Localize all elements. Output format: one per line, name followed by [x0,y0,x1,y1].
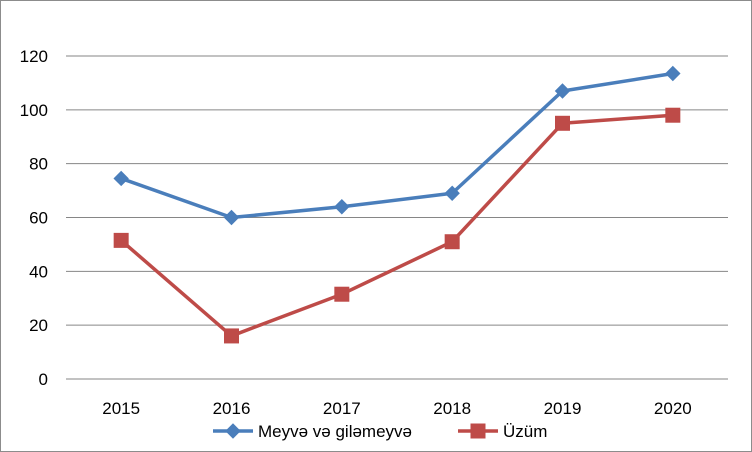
data-point-marker [223,209,240,226]
x-tick-label: 2016 [213,399,251,418]
legend-marker [225,423,241,439]
x-tick-label: 2018 [433,399,471,418]
y-axis-ticks: 0 20 40 60 80 100 120 [20,47,48,389]
x-tick-label: 2020 [654,399,692,418]
series-group [113,65,681,344]
y-tick-label: 0 [39,370,48,389]
legend: Meyvə və giləmeyvə Üzüm [213,422,547,441]
x-tick-label: 2015 [102,399,140,418]
y-tick-label: 40 [29,262,48,281]
data-point-marker [444,185,460,201]
series-line [119,71,675,220]
legend-item: Meyvə və giləmeyvə [213,422,412,441]
data-point-marker [444,234,460,250]
series [113,65,681,226]
data-point-marker [334,286,350,302]
data-point-marker [334,199,350,215]
legend-label: Üzüm [503,422,547,441]
x-tick-label: 2019 [544,399,582,418]
y-tick-label: 20 [29,316,48,335]
y-tick-label: 60 [29,209,48,228]
data-point-marker [554,83,571,99]
data-point-marker [555,115,570,131]
gridlines [66,55,728,380]
y-tick-label: 100 [20,101,48,120]
x-axis-ticks: 2015 2016 2017 2018 2019 2020 [102,399,691,418]
y-tick-label: 80 [29,155,48,174]
data-point-marker [224,328,239,344]
legend-marker [470,423,486,439]
y-tick-label: 120 [20,47,48,66]
series-line [119,113,675,338]
data-point-marker [113,232,129,248]
legend-item: Üzüm [458,422,547,441]
data-point-marker [665,65,681,82]
legend-label: Meyvə və giləmeyvə [258,422,412,441]
series [113,107,681,344]
data-point-marker [113,170,129,187]
x-tick-label: 2017 [323,399,361,418]
data-point-marker [665,107,681,123]
